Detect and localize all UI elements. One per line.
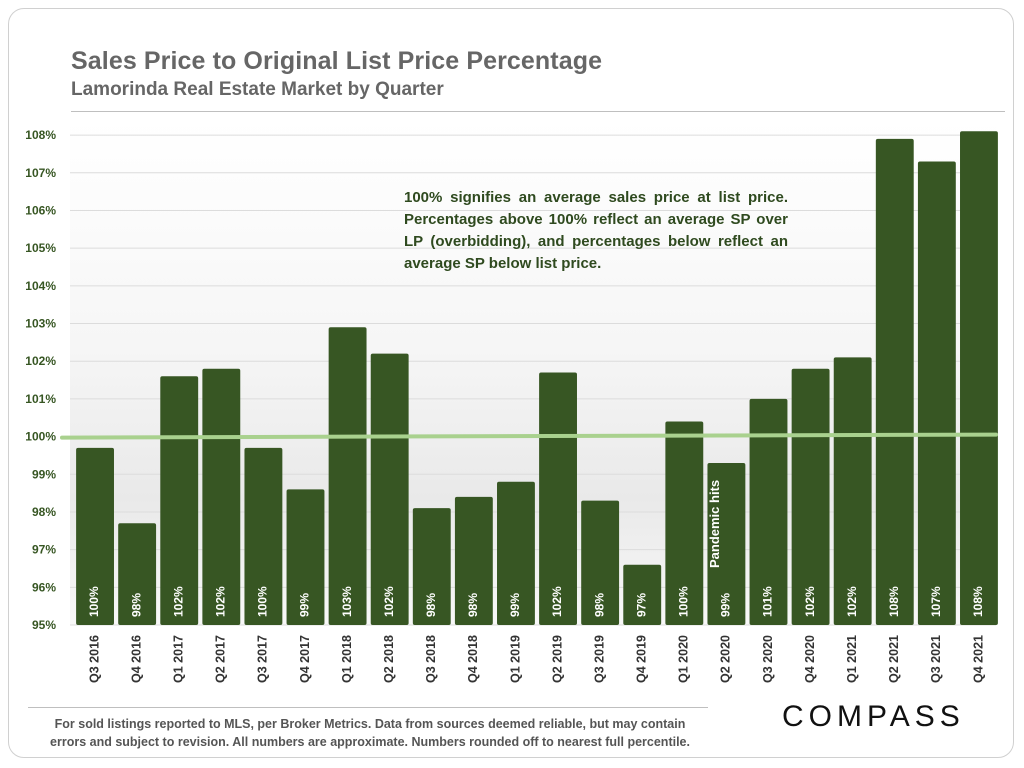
bar — [749, 398, 788, 625]
chart-title: Sales Price to Original List Price Perce… — [71, 47, 603, 75]
x-tick-label: Q2 2018 — [382, 635, 396, 683]
bar-data-label: 99% — [298, 593, 312, 617]
bar-data-label: 98% — [424, 593, 438, 617]
x-tick-label: Q3 2021 — [929, 635, 943, 683]
bar-data-label: 102% — [550, 586, 564, 617]
x-tick-label: Q2 2019 — [550, 635, 564, 683]
y-tick-label: 99% — [32, 467, 56, 481]
y-tick-label: 98% — [32, 505, 56, 519]
x-tick-label: Q4 2017 — [298, 635, 312, 683]
bar-data-label: 100% — [256, 586, 270, 617]
x-tick-label: Q4 2018 — [466, 635, 480, 683]
bar-chart: 95% 96% 97% 98% 99% 100% 101% 102% 103% 104% 105% 1… — [25, 120, 998, 683]
x-tick-label: Q4 2016 — [129, 635, 143, 683]
bar-data-label: 103% — [340, 586, 354, 617]
bar-data-label: 99% — [508, 593, 522, 617]
bar-data-label: 102% — [171, 586, 185, 617]
bar-data-label: 102% — [845, 586, 859, 617]
footnote-line-1: For sold listings reported to MLS, per B… — [54, 717, 686, 731]
y-tick-label: 96% — [32, 580, 56, 594]
x-tick-label: Q3 2017 — [256, 635, 270, 683]
bar — [328, 327, 367, 625]
bar-data-label: 101% — [761, 586, 775, 617]
y-tick-label: 104% — [25, 279, 56, 293]
bar — [791, 368, 830, 625]
bar — [581, 500, 620, 625]
bar-data-label: 98% — [466, 593, 480, 617]
y-tick-label: 108% — [25, 128, 56, 142]
bar-data-label: 102% — [213, 586, 227, 617]
x-tick-label: Q4 2020 — [803, 635, 817, 683]
bar-data-label: 100% — [676, 586, 690, 617]
x-tick-label: Q1 2019 — [508, 635, 522, 683]
bar — [707, 462, 746, 625]
y-tick-label: 101% — [25, 392, 56, 406]
bar-data-label: 108% — [887, 586, 901, 617]
footnote: For sold listings reported to MLS, per B… — [30, 715, 710, 751]
x-tick-label: Q2 2021 — [887, 635, 901, 683]
x-tick-label: Q4 2019 — [635, 635, 649, 683]
footer-divider — [28, 707, 708, 708]
bar-data-label: 108% — [971, 586, 985, 617]
x-tick-label: Q1 2021 — [845, 635, 859, 683]
x-tick-label: Q3 2020 — [761, 635, 775, 683]
bar — [454, 496, 493, 625]
chart-annotation: 100% signifies an average sales price at… — [404, 189, 788, 272]
y-tick-label: 103% — [25, 317, 56, 331]
bar — [76, 447, 114, 625]
y-tick-label: 105% — [25, 241, 56, 255]
x-tick-label: Q3 2016 — [87, 635, 101, 683]
chart-subtitle: Lamorinda Real Estate Market by Quarter — [71, 79, 444, 100]
x-tick-label: Q3 2019 — [592, 635, 606, 683]
x-tick-label: Q2 2020 — [719, 635, 733, 683]
bar — [917, 161, 956, 625]
bar — [497, 481, 535, 625]
bar — [875, 138, 914, 626]
bar-data-label: 97% — [634, 593, 648, 617]
title-divider — [71, 111, 1005, 112]
bar — [833, 357, 872, 625]
bar-data-label: 98% — [129, 593, 143, 617]
y-tick-label: 106% — [25, 203, 56, 217]
y-tick-label: 95% — [32, 618, 56, 632]
bar — [202, 368, 241, 625]
bar — [286, 489, 325, 625]
bar — [370, 353, 409, 625]
x-tick-label: Q1 2018 — [340, 635, 354, 683]
reference-line-100 — [60, 432, 998, 440]
bar-data-label: 102% — [382, 586, 396, 617]
pandemic-annotation: Pandemic hits — [707, 480, 722, 568]
bar-data-label: 102% — [803, 586, 817, 617]
footnote-line-2: errors and subject to revision. All numb… — [50, 735, 690, 749]
y-tick-label: 102% — [25, 354, 56, 368]
x-tick-label: Q3 2018 — [424, 635, 438, 683]
bar — [244, 447, 283, 625]
bar-data-label: 107% — [929, 586, 943, 617]
x-tick-label: Q1 2020 — [677, 635, 691, 683]
bar — [960, 131, 998, 625]
bar — [665, 421, 704, 625]
bar — [412, 508, 451, 625]
y-tick-label: 107% — [25, 166, 56, 180]
bar — [118, 523, 157, 625]
bar-data-label: 100% — [87, 586, 101, 617]
x-tick-label: Q2 2017 — [214, 635, 228, 683]
y-tick-label: 97% — [32, 543, 56, 557]
x-tick-label: Q4 2021 — [971, 635, 985, 683]
x-tick-label: Q1 2017 — [172, 635, 186, 683]
compass-logo: COMPASS — [782, 700, 965, 733]
bar — [623, 564, 662, 625]
y-tick-label: 100% — [25, 430, 56, 444]
bar-data-label: 98% — [592, 593, 606, 617]
bar-data-label: 99% — [719, 593, 733, 617]
